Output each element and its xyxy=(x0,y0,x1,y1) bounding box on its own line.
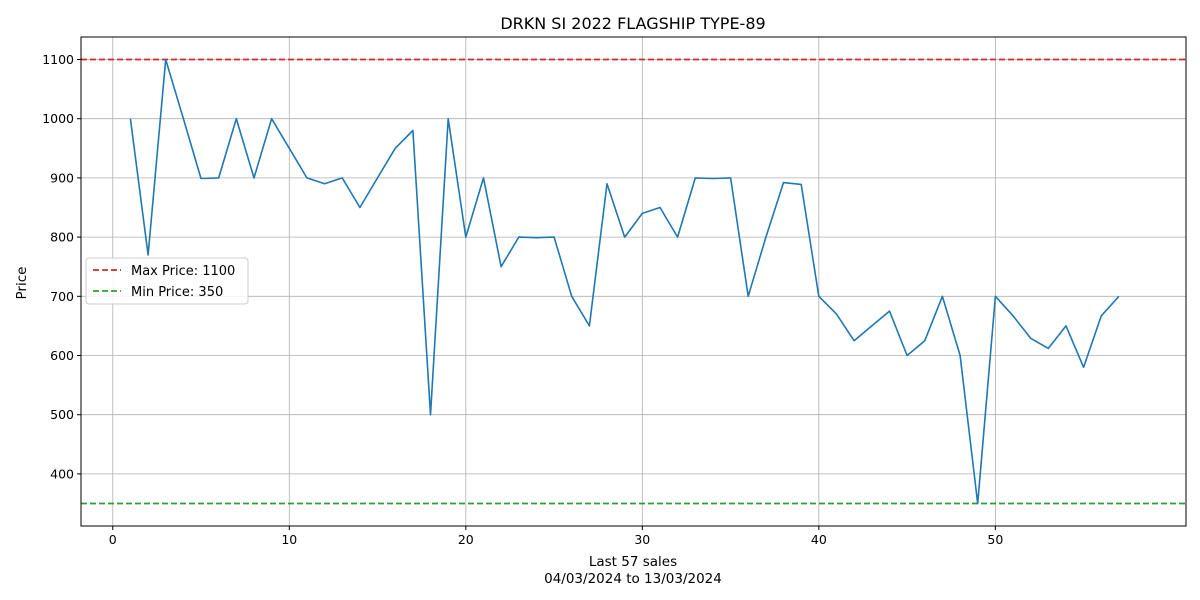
legend-max-label: Max Price: 1100 xyxy=(131,264,235,279)
y-tick-label: 700 xyxy=(50,289,74,304)
y-tick-label: 400 xyxy=(50,466,74,481)
x-tick-label: 0 xyxy=(109,532,117,547)
chart-title: DRKN SI 2022 FLAGSHIP TYPE-89 xyxy=(500,14,765,33)
x-tick-label: 30 xyxy=(634,532,650,547)
y-tick-label: 1100 xyxy=(42,52,74,67)
x-axis-sublabel: 04/03/2024 to 13/03/2024 xyxy=(544,571,722,587)
x-tick-label: 20 xyxy=(458,532,474,547)
x-axis-label: Last 57 sales xyxy=(589,554,677,570)
y-axis: 400 500 600 700 800 900 1000 1100 xyxy=(42,52,81,481)
plot-frame xyxy=(80,36,1187,527)
legend-min-label: Min Price: 350 xyxy=(131,285,223,300)
x-tick-label: 40 xyxy=(811,532,827,547)
x-axis: 0 10 20 30 40 50 xyxy=(109,526,1003,547)
legend: Max Price: 1100 Min Price: 350 xyxy=(85,257,249,305)
y-tick-label: 1000 xyxy=(42,111,74,126)
y-tick-label: 800 xyxy=(50,230,74,245)
series-layer xyxy=(129,58,1120,505)
y-tick-label: 900 xyxy=(50,170,74,185)
reference-lines xyxy=(81,58,1186,505)
y-tick-label: 500 xyxy=(50,407,74,422)
x-tick-label: 50 xyxy=(987,532,1003,547)
price-series-line xyxy=(129,58,1120,505)
x-tick-label: 10 xyxy=(281,532,297,547)
y-tick-label: 600 xyxy=(50,348,74,363)
legend-box xyxy=(85,257,249,305)
y-axis-label: Price xyxy=(14,267,30,300)
